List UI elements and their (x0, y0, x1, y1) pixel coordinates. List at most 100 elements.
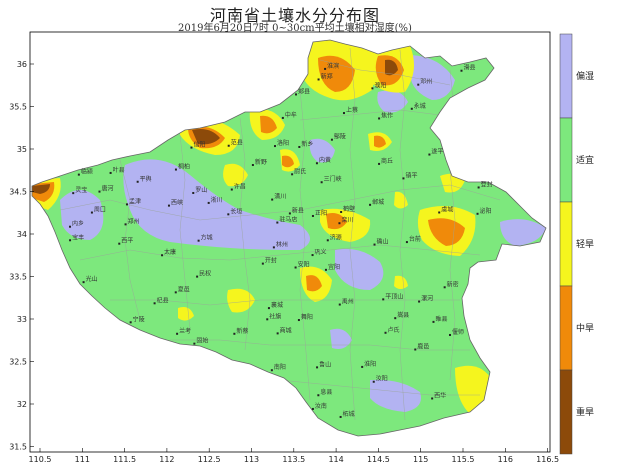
city-label: 太康 (164, 248, 176, 256)
city-label: 平顶山 (385, 292, 403, 300)
city-label: 鹿邑 (417, 342, 429, 350)
city-label: 汝南 (315, 402, 327, 410)
city-marker (281, 116, 284, 119)
city-label: 固始 (196, 337, 208, 345)
city-label: 宁陵 (133, 315, 145, 323)
severe-drought-northwest (192, 129, 220, 145)
map-title: 河南省土壤水分分布图 (209, 6, 380, 25)
city-label: 西平 (121, 238, 133, 245)
y-tick-label: 32.5 (9, 358, 27, 367)
city-marker (167, 204, 170, 207)
city-marker (274, 145, 277, 148)
city-label: 新郑 (321, 72, 333, 80)
city-label: 许昌 (234, 183, 246, 191)
y-tick-label: 33.5 (9, 273, 27, 282)
city-label: 南阳 (274, 363, 286, 371)
city-marker (270, 369, 273, 372)
city-marker (316, 366, 319, 369)
city-marker (291, 173, 294, 176)
city-marker (197, 239, 200, 242)
city-marker (369, 203, 372, 206)
city-marker (227, 144, 230, 147)
wet-zone-east (500, 219, 546, 246)
city-marker (153, 302, 156, 305)
city-label: 睢县 (435, 315, 447, 323)
city-label: 鲁山 (319, 360, 331, 368)
city-label: 信阳 (193, 141, 205, 149)
legend-swatch (559, 369, 573, 455)
y-tick-label: 34.5 (9, 188, 27, 197)
city-marker (174, 168, 177, 171)
y-tick-label: 32 (17, 400, 27, 409)
y-axis-ticks: 36 35.5 35 34.5 34 33.5 33 32.5 32 31.5 (9, 60, 34, 452)
city-label: 潢川 (274, 193, 286, 201)
city-marker (340, 211, 343, 214)
city-label: 镇平 (405, 171, 417, 179)
severe-drought-far-west (32, 184, 50, 194)
x-tick-label: 112.5 (198, 455, 221, 464)
city-label: 偃师 (452, 328, 464, 336)
city-label: 上蔡 (346, 106, 358, 114)
city-label: 孟津 (129, 197, 141, 205)
city-label: 新乡 (301, 140, 313, 148)
city-label: 卢氏 (388, 326, 400, 334)
county-boundaries (59, 47, 501, 421)
city-marker (378, 117, 381, 120)
city-marker (317, 394, 320, 397)
city-marker (261, 262, 264, 265)
city-label: 开封 (265, 257, 277, 265)
x-tick-label: 116.5 (536, 455, 559, 464)
x-tick-label: 115 (413, 455, 428, 464)
city-label: 郏县 (298, 87, 310, 95)
light-drought-west (223, 163, 248, 187)
city-marker (90, 211, 93, 214)
city-marker (272, 246, 275, 249)
city-marker (190, 146, 193, 149)
y-tick-label: 35 (17, 145, 27, 154)
city-label: 嵩县 (397, 311, 409, 319)
city-label: 泌阳 (480, 207, 492, 215)
city-label: 邓州 (420, 78, 432, 86)
city-marker (338, 303, 341, 306)
light-drought-spot-2 (394, 275, 408, 289)
y-tick-label: 31.5 (9, 443, 27, 452)
city-marker (176, 332, 179, 335)
city-label: 遂平 (431, 148, 443, 156)
x-tick-label: 113 (244, 455, 259, 464)
x-tick-label: 112 (159, 455, 174, 464)
city-label: 新密 (447, 280, 459, 288)
city-label: 宜阳 (328, 263, 340, 271)
city-label: 周口 (94, 207, 106, 214)
x-tick-label: 114 (328, 455, 343, 464)
city-marker (288, 212, 291, 215)
city-label: 鄢陵 (334, 133, 346, 141)
city-marker (414, 348, 417, 351)
city-marker (266, 318, 269, 321)
legend-swatch (559, 117, 573, 203)
city-marker (402, 177, 405, 180)
city-marker (317, 78, 320, 81)
city-marker (324, 67, 327, 70)
city-label: 新野 (255, 158, 267, 166)
city-label: 淅川 (211, 196, 223, 204)
city-marker (311, 407, 314, 410)
city-label: 舞阳 (301, 313, 313, 321)
city-marker (417, 83, 420, 86)
city-label: 汝阳 (376, 375, 388, 383)
city-label: 光山 (86, 275, 98, 283)
city-label: 安阳 (298, 260, 310, 268)
city-label: 淮阳 (364, 360, 376, 368)
x-tick-label: 115.5 (452, 455, 475, 464)
city-marker (98, 190, 101, 193)
city-label: 淮滨 (327, 62, 339, 70)
x-tick-label: 113.5 (282, 455, 305, 464)
wet-zone-north-1 (309, 138, 335, 163)
city-label: 临颍 (81, 168, 93, 176)
city-marker (251, 164, 254, 167)
city-label: 柘城 (343, 410, 355, 418)
city-marker (227, 213, 230, 216)
city-label: 罗山 (195, 186, 207, 194)
city-marker (428, 153, 431, 156)
city-label: 三门峡 (324, 175, 342, 183)
wet-zone-central (335, 248, 384, 290)
